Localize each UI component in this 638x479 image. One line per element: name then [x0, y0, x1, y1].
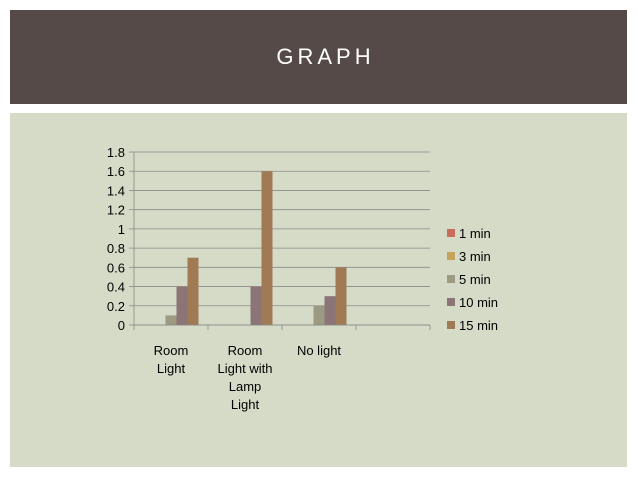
- legend-label: 5 min: [459, 272, 491, 287]
- y-tick-label: 0.6: [107, 260, 125, 275]
- bar-5-min-2: [313, 305, 325, 325]
- x-axis-labels: Room Light Room Light with Lamp Light No light: [133, 324, 431, 412]
- legend: 1 min 3 min 5 min 10 min 15 min: [447, 226, 498, 333]
- legend-label: 3 min: [459, 249, 491, 264]
- chart-panel: [10, 113, 627, 467]
- legend-label: 1 min: [459, 226, 491, 241]
- bar-15-min-1: [261, 171, 273, 325]
- y-tick-label: 1.4: [107, 183, 125, 198]
- x-category-label: Light: [231, 397, 260, 412]
- y-tick-label: 0.4: [107, 280, 125, 295]
- legend-swatch: [447, 229, 455, 237]
- bars: [165, 171, 347, 325]
- legend-swatch: [447, 275, 455, 283]
- legend-swatch: [447, 298, 455, 306]
- bar-15-min-0: [187, 257, 199, 325]
- y-tick-label: 1.2: [107, 203, 125, 218]
- legend-label: 15 min: [459, 318, 498, 333]
- bar-10-min-0: [176, 286, 188, 325]
- bar-15-min-2: [335, 267, 347, 325]
- x-category-label: Lamp: [229, 379, 262, 394]
- y-tick-label: 0.2: [107, 299, 125, 314]
- y-axis: 0 0.2 0.4 0.6 0.8 1 1.2 1.4 1.6 1.8: [107, 145, 135, 333]
- y-tick-label: 0.8: [107, 241, 125, 256]
- slide-title: GRAPH: [276, 44, 375, 69]
- x-category-label: Light with: [218, 361, 273, 376]
- bar-5-min-0: [165, 315, 177, 325]
- title-banner: GRAPH: [10, 10, 627, 104]
- legend-swatch: [447, 321, 455, 329]
- y-tick-label: 1.6: [107, 164, 125, 179]
- bar-10-min-2: [324, 296, 336, 325]
- x-category-label: Light: [157, 361, 186, 376]
- legend-label: 10 min: [459, 295, 498, 310]
- legend-swatch: [447, 252, 455, 260]
- x-category-label: No light: [297, 343, 341, 358]
- y-tick-label: 1: [118, 222, 125, 237]
- y-tick-label: 0: [118, 318, 125, 333]
- bar-10-min-1: [250, 286, 262, 325]
- x-category-label: Room: [154, 343, 189, 358]
- y-tick-label: 1.8: [107, 145, 125, 160]
- x-category-label: Room: [228, 343, 263, 358]
